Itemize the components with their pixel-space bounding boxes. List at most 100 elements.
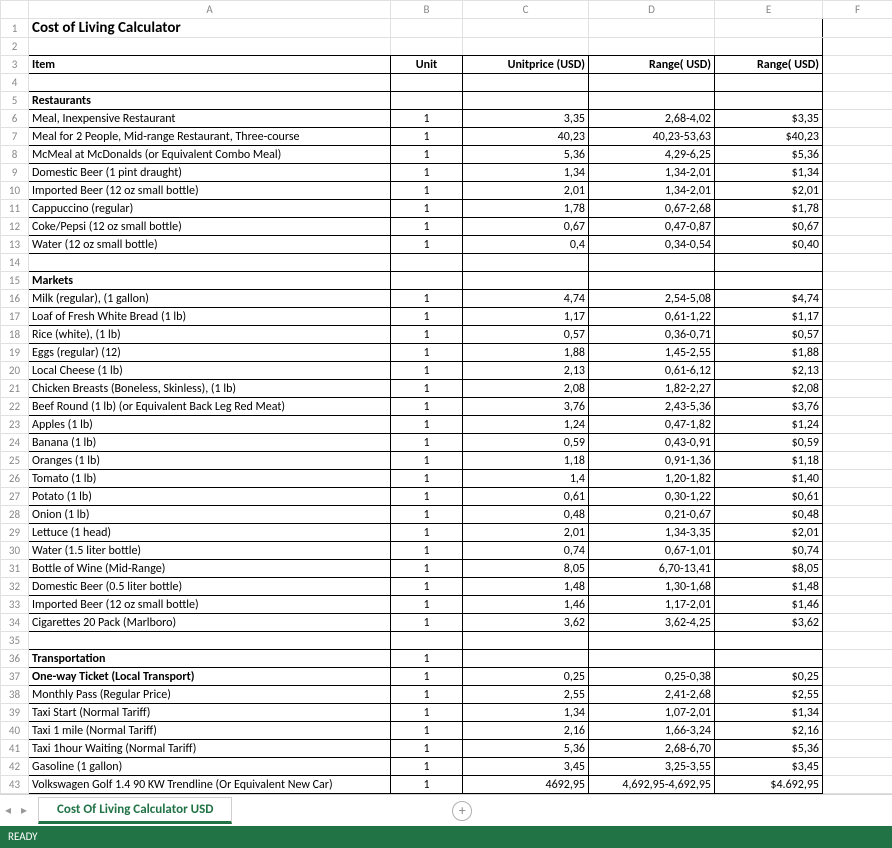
col-header-A[interactable]: A	[29, 1, 391, 19]
cell-price[interactable]: 1,34	[463, 164, 589, 182]
cell-unit[interactable]: 1	[391, 542, 463, 560]
cell-item[interactable]: Water (1.5 liter bottle)	[29, 542, 391, 560]
cell-item[interactable]: Eggs (regular) (12)	[29, 344, 391, 362]
cell-unit[interactable]: 1	[391, 686, 463, 704]
row-header[interactable]: 42	[1, 758, 29, 776]
cell-range[interactable]: 1,07-2,01	[589, 704, 715, 722]
col-header-C[interactable]: C	[463, 1, 589, 19]
cell-r2[interactable]: $2,08	[715, 380, 823, 398]
cell-price[interactable]: 1,78	[463, 200, 589, 218]
cell-r2[interactable]: $1,18	[715, 452, 823, 470]
cell-unit[interactable]: 1	[391, 524, 463, 542]
cell-item[interactable]: Meal, Inexpensive Restaurant	[29, 110, 391, 128]
row-header[interactable]: 8	[1, 146, 29, 164]
row-header[interactable]: 9	[1, 164, 29, 182]
cell-item[interactable]: Chicken Breasts (Boneless, Skinless), (1…	[29, 380, 391, 398]
cell-range[interactable]: 3,62-4,25	[589, 614, 715, 632]
cell-item[interactable]: Meal for 2 People, Mid-range Restaurant,…	[29, 128, 391, 146]
cell-range[interactable]: 40,23-53,63	[589, 128, 715, 146]
cell-unit[interactable]: 1	[391, 110, 463, 128]
row-header[interactable]: 22	[1, 398, 29, 416]
cell-unit[interactable]: 1	[391, 668, 463, 686]
row-oneway[interactable]: One-way Ticket (Local Transport)	[29, 668, 391, 686]
cell-item[interactable]: Monthly Pass (Regular Price)	[29, 686, 391, 704]
cell-range[interactable]: 0,21-0,67	[589, 506, 715, 524]
row-header[interactable]: 15	[1, 272, 29, 290]
cell-range[interactable]: 2,68-6,70	[589, 740, 715, 758]
cell-range[interactable]: 2,68-4,02	[589, 110, 715, 128]
cell-item[interactable]: Domestic Beer (1 pint draught)	[29, 164, 391, 182]
cell-price[interactable]: 0,48	[463, 506, 589, 524]
cell-item[interactable]: Imported Beer (12 oz small bottle)	[29, 596, 391, 614]
cell-item[interactable]: Water (12 oz small bottle)	[29, 236, 391, 254]
cell-r2[interactable]: $0,59	[715, 434, 823, 452]
cell-range[interactable]: 2,43-5,36	[589, 398, 715, 416]
cell-item[interactable]: Volkswagen Golf 1.4 90 KW Trendline (Or …	[29, 776, 391, 794]
row-header[interactable]: 32	[1, 578, 29, 596]
row-header[interactable]: 24	[1, 434, 29, 452]
cell-range[interactable]: 1,30-1,68	[589, 578, 715, 596]
cell-range[interactable]: 1,34-3,35	[589, 524, 715, 542]
cell-r2[interactable]: $1,46	[715, 596, 823, 614]
cell-r2[interactable]: $1,17	[715, 308, 823, 326]
tab-nav-next-icon[interactable]: ▸	[16, 803, 32, 818]
cell-item[interactable]: Apples (1 lb)	[29, 416, 391, 434]
cell-range[interactable]: 0,67-2,68	[589, 200, 715, 218]
row-header[interactable]: 2	[1, 38, 29, 56]
section-restaurants[interactable]: Restaurants	[29, 92, 391, 110]
row-header[interactable]: 7	[1, 128, 29, 146]
cell-item[interactable]: Tomato (1 lb)	[29, 470, 391, 488]
cell-price[interactable]: 0,57	[463, 326, 589, 344]
row-header[interactable]: 36	[1, 650, 29, 668]
cell-price[interactable]: 1,48	[463, 578, 589, 596]
cell-unit[interactable]: 1	[391, 614, 463, 632]
row-header[interactable]: 6	[1, 110, 29, 128]
cell-unit[interactable]: 1	[391, 560, 463, 578]
cell-r2[interactable]: $2,16	[715, 722, 823, 740]
add-sheet-button[interactable]: +	[452, 801, 472, 821]
cell-unit[interactable]: 1	[391, 596, 463, 614]
cell-price[interactable]: 1,24	[463, 416, 589, 434]
cell-price[interactable]: 1,17	[463, 308, 589, 326]
cell-unit[interactable]: 1	[391, 128, 463, 146]
cell-r2[interactable]: $2,55	[715, 686, 823, 704]
row-header[interactable]: 19	[1, 344, 29, 362]
cell-r2[interactable]: $3,76	[715, 398, 823, 416]
cell-price[interactable]: 3,45	[463, 758, 589, 776]
row-header[interactable]: 43	[1, 776, 29, 794]
cell-price[interactable]: 2,01	[463, 182, 589, 200]
cell-range[interactable]: 0,67-1,01	[589, 542, 715, 560]
cell-range[interactable]: 0,34-0,54	[589, 236, 715, 254]
spreadsheet-grid[interactable]: A B C D E F 1 Cost of Living Calculator …	[0, 0, 892, 794]
cell-range[interactable]: 4,29-6,25	[589, 146, 715, 164]
row-header[interactable]: 5	[1, 92, 29, 110]
cell-range[interactable]: 0,47-1,82	[589, 416, 715, 434]
row-header[interactable]: 40	[1, 722, 29, 740]
cell-price[interactable]: 0,67	[463, 218, 589, 236]
cell-unit[interactable]: 1	[391, 164, 463, 182]
cell-unit[interactable]: 1	[391, 452, 463, 470]
cell-r2[interactable]: $0,74	[715, 542, 823, 560]
cell-range[interactable]: 0,91-1,36	[589, 452, 715, 470]
col-header-D[interactable]: D	[589, 1, 715, 19]
row-header[interactable]: 33	[1, 596, 29, 614]
hdr-item[interactable]: Item	[29, 56, 391, 74]
cell-r2[interactable]: $4,74	[715, 290, 823, 308]
cell-range[interactable]: 2,54-5,08	[589, 290, 715, 308]
cell-range[interactable]: 0,61-1,22	[589, 308, 715, 326]
cell-item[interactable]: Rice (white), (1 lb)	[29, 326, 391, 344]
cell-unit[interactable]: 1	[391, 182, 463, 200]
cell-range[interactable]: 1,82-2,27	[589, 380, 715, 398]
cell-r2[interactable]: $0,57	[715, 326, 823, 344]
cell-unit[interactable]: 1	[391, 704, 463, 722]
cell-item[interactable]: Banana (1 lb)	[29, 434, 391, 452]
row-header[interactable]: 37	[1, 668, 29, 686]
cell-unit[interactable]: 1	[391, 380, 463, 398]
cell-unit[interactable]: 1	[391, 650, 463, 668]
cell-r2[interactable]: $2,13	[715, 362, 823, 380]
cell-item[interactable]: Taxi Start (Normal Tariff)	[29, 704, 391, 722]
row-header[interactable]: 3	[1, 56, 29, 74]
cell-r2[interactable]: $3,45	[715, 758, 823, 776]
cell-price[interactable]: 0,61	[463, 488, 589, 506]
row-header[interactable]: 1	[1, 19, 29, 38]
